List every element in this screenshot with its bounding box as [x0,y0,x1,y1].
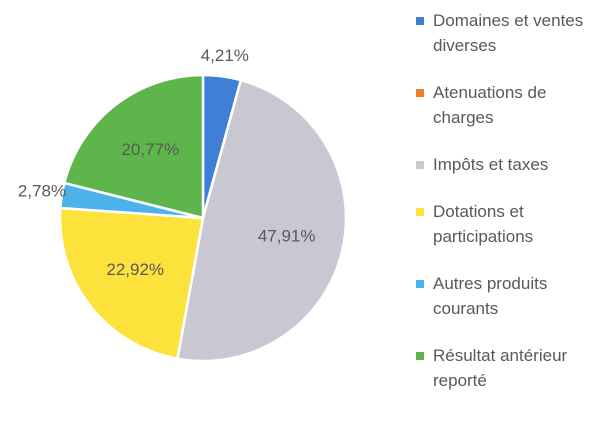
legend-item: Atenuations de charges [412,80,607,130]
legend-swatch [416,17,424,25]
slice [62,73,205,220]
data-label: 4,21% [201,46,249,65]
data-label: 22,92% [106,260,164,279]
chart: 4,21% 47,91% 22,92% 2,78% 20,77% [18,46,348,363]
legend-label: Atenuations de charges [433,83,547,127]
slice [58,206,205,361]
legend-swatch [416,352,424,360]
legend-label: Dotations et participations [433,202,534,246]
legend-item: Impôts et taxes [412,152,607,177]
slice [175,78,348,363]
legend-label: Domaines et ventes diverses [433,11,584,55]
legend: Domaines et ventes diverses Atenuations d… [412,8,607,415]
data-label: 2,78% [18,182,66,201]
legend-item: Domaines et ventes diverses [412,8,607,58]
legend-swatch [416,280,424,288]
legend-swatch [416,161,424,169]
data-label: 20,77% [121,140,179,159]
legend-label: Autres produits courants [433,274,548,318]
legend-item: Autres produits courants [412,271,607,321]
legend-swatch [416,89,424,97]
legend-label: Impôts et taxes [433,155,549,174]
data-label: 47,91% [258,227,316,246]
legend-label: Résultat antérieur reporté [433,346,568,390]
legend-item: Dotations et participations [412,199,607,249]
legend-item: Résultat antérieur reporté [412,343,607,393]
legend-swatch [416,208,424,216]
